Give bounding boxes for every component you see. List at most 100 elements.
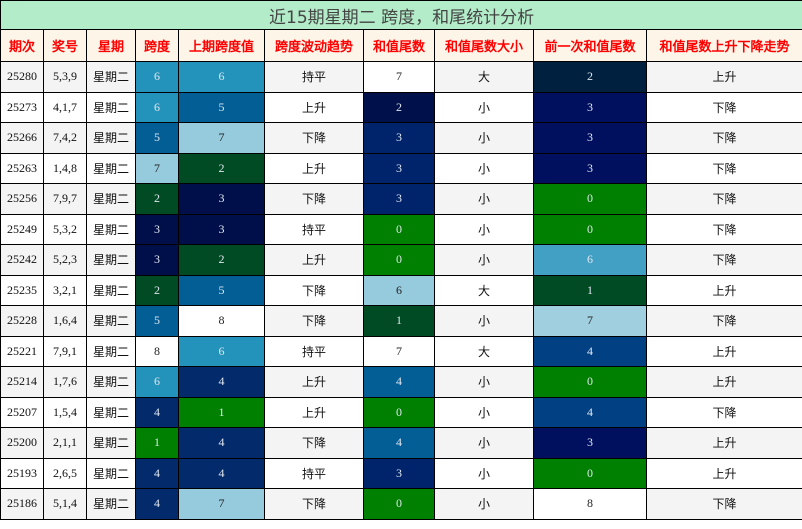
prev-tail-cell: 2 — [533, 61, 647, 93]
weekday-cell: 星期二 — [86, 305, 136, 337]
table-body: 25280 5,3,9 星期二 6 6 持平 7 大 2 上升 25273 4,1,7 星期二 6 5 上升 2… — [0, 61, 802, 520]
table-row: 25200 2,1,1 星期二 1 4 下降 4 小 3 上升 — [0, 427, 802, 459]
tail-trend-cell: 上升 — [645, 366, 802, 398]
span-cell: 7 — [135, 152, 179, 184]
weekday-cell: 星期二 — [86, 396, 136, 428]
table-row: 25266 7,4,2 星期二 5 7 下降 3 小 3 下降 — [0, 122, 802, 154]
issue-cell: 25186 — [0, 488, 44, 520]
span-cell: 4 — [135, 457, 179, 489]
tail-trend-cell: 上升 — [645, 335, 802, 367]
table-row: 25207 1,5,4 星期二 4 1 上升 0 小 4 下降 — [0, 396, 802, 428]
tail-size-cell: 大 — [434, 274, 534, 306]
issue-cell: 25200 — [0, 427, 44, 459]
issue-cell: 25228 — [0, 305, 44, 337]
issue-cell: 25214 — [0, 366, 44, 398]
span-trend-cell: 下降 — [264, 183, 364, 215]
tail-trend-cell: 下降 — [645, 152, 802, 184]
issue-cell: 25221 — [0, 335, 44, 367]
sum-tail-cell: 0 — [363, 244, 435, 276]
tail-trend-cell: 下降 — [645, 244, 802, 276]
tail-size-cell: 小 — [434, 122, 534, 154]
span-trend-cell: 持平 — [264, 213, 364, 245]
column-header: 星期 — [86, 29, 136, 62]
table-row: 25228 1,6,4 星期二 5 8 下降 1 小 7 下降 — [0, 305, 802, 337]
table-row: 25214 1,7,6 星期二 6 4 上升 4 小 0 上升 — [0, 366, 802, 398]
sum-tail-cell: 0 — [363, 488, 435, 520]
numbers-cell: 5,1,4 — [43, 488, 87, 520]
weekday-cell: 星期二 — [86, 274, 136, 306]
weekday-cell: 星期二 — [86, 213, 136, 245]
weekday-cell: 星期二 — [86, 61, 136, 93]
span-cell: 4 — [135, 488, 179, 520]
numbers-cell: 2,6,5 — [43, 457, 87, 489]
tail-trend-cell: 下降 — [645, 122, 802, 154]
prev-span-cell: 6 — [178, 61, 265, 93]
table-row: 25221 7,9,1 星期二 8 6 持平 7 大 4 上升 — [0, 335, 802, 367]
table-title: 近15期星期二 跨度，和尾统计分析 — [0, 0, 802, 30]
prev-tail-cell: 3 — [533, 122, 647, 154]
prev-span-cell: 5 — [178, 274, 265, 306]
sum-tail-cell: 7 — [363, 61, 435, 93]
prev-tail-cell: 0 — [533, 366, 647, 398]
span-cell: 4 — [135, 396, 179, 428]
span-trend-cell: 下降 — [264, 305, 364, 337]
prev-tail-cell: 0 — [533, 457, 647, 489]
tail-trend-cell: 上升 — [645, 457, 802, 489]
tail-size-cell: 小 — [434, 488, 534, 520]
tail-size-cell: 小 — [434, 457, 534, 489]
span-cell: 6 — [135, 61, 179, 93]
span-cell: 3 — [135, 213, 179, 245]
prev-span-cell: 6 — [178, 335, 265, 367]
prev-tail-cell: 4 — [533, 335, 647, 367]
span-trend-cell: 上升 — [264, 91, 364, 123]
weekday-cell: 星期二 — [86, 91, 136, 123]
numbers-cell: 3,2,1 — [43, 274, 87, 306]
table-row: 25280 5,3,9 星期二 6 6 持平 7 大 2 上升 — [0, 61, 802, 93]
column-header: 上期跨度值 — [178, 29, 265, 62]
sum-tail-cell: 6 — [363, 274, 435, 306]
weekday-cell: 星期二 — [86, 244, 136, 276]
prev-tail-cell: 3 — [533, 91, 647, 123]
tail-size-cell: 小 — [434, 213, 534, 245]
prev-tail-cell: 0 — [533, 183, 647, 215]
tail-size-cell: 小 — [434, 396, 534, 428]
span-cell: 5 — [135, 305, 179, 337]
tail-trend-cell: 下降 — [645, 183, 802, 215]
table-row: 25263 1,4,8 星期二 7 2 上升 3 小 3 下降 — [0, 152, 802, 184]
prev-span-cell: 2 — [178, 152, 265, 184]
tail-trend-cell: 上升 — [645, 427, 802, 459]
prev-tail-cell: 3 — [533, 152, 647, 184]
numbers-cell: 7,9,7 — [43, 183, 87, 215]
prev-span-cell: 3 — [178, 213, 265, 245]
issue-cell: 25235 — [0, 274, 44, 306]
span-trend-cell: 上升 — [264, 366, 364, 398]
prev-span-cell: 8 — [178, 305, 265, 337]
weekday-cell: 星期二 — [86, 488, 136, 520]
prev-span-cell: 2 — [178, 244, 265, 276]
issue-cell: 25207 — [0, 396, 44, 428]
prev-tail-cell: 1 — [533, 274, 647, 306]
issue-cell: 25263 — [0, 152, 44, 184]
sum-tail-cell: 3 — [363, 152, 435, 184]
tail-trend-cell: 下降 — [645, 396, 802, 428]
tail-size-cell: 小 — [434, 152, 534, 184]
table-row: 25273 4,1,7 星期二 6 5 上升 2 小 3 下降 — [0, 91, 802, 123]
issue-cell: 25273 — [0, 91, 44, 123]
numbers-cell: 1,4,8 — [43, 152, 87, 184]
numbers-cell: 1,7,6 — [43, 366, 87, 398]
tail-size-cell: 小 — [434, 366, 534, 398]
column-header: 前一次和值尾数 — [533, 29, 647, 62]
tail-size-cell: 小 — [434, 91, 534, 123]
issue-cell: 25249 — [0, 213, 44, 245]
tail-size-cell: 小 — [434, 244, 534, 276]
issue-cell: 25193 — [0, 457, 44, 489]
span-trend-cell: 持平 — [264, 457, 364, 489]
span-trend-cell: 下降 — [264, 488, 364, 520]
sum-tail-cell: 7 — [363, 335, 435, 367]
prev-span-cell: 7 — [178, 488, 265, 520]
issue-cell: 25266 — [0, 122, 44, 154]
prev-tail-cell: 8 — [533, 488, 647, 520]
span-cell: 2 — [135, 274, 179, 306]
